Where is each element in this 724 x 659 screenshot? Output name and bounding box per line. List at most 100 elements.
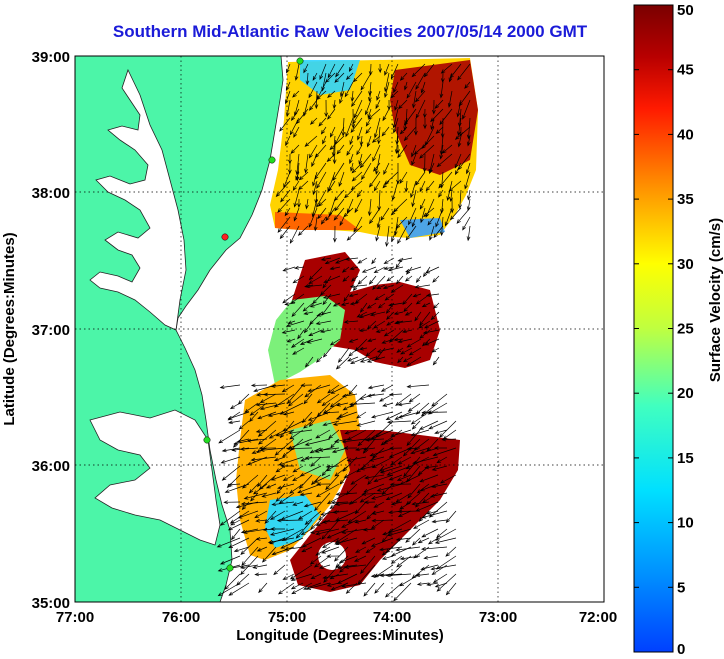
velocity-arrow <box>365 347 377 357</box>
velocity-arrow <box>415 171 426 186</box>
velocity-arrow <box>376 347 395 353</box>
velocity-arrow <box>444 207 453 227</box>
velocity-arrow <box>303 311 314 315</box>
velocity-arrow <box>421 528 439 538</box>
velocity-arrow <box>320 510 340 516</box>
velocity-arrow <box>221 447 241 453</box>
velocity-arrow <box>325 474 340 491</box>
velocity-arrow <box>349 402 376 407</box>
velocity-arrow <box>421 510 448 519</box>
velocity-arrow <box>462 99 471 120</box>
velocity-arrow <box>359 356 377 363</box>
velocity-arrow <box>407 483 421 499</box>
velocity-arrow <box>250 492 259 502</box>
velocity-arrow <box>385 573 412 578</box>
velocity-arrow <box>301 546 313 553</box>
velocity-arrow <box>413 117 418 136</box>
velocity-arrow <box>422 329 440 335</box>
velocity-arrow <box>373 180 381 192</box>
velocity-arrow <box>324 99 329 118</box>
velocity-arrow <box>301 411 313 424</box>
velocity-arrow <box>292 180 300 191</box>
velocity-arrow <box>430 564 457 571</box>
velocity-arrow <box>454 126 471 140</box>
velocity-arrow <box>439 144 444 160</box>
velocity-arrow <box>306 582 331 590</box>
pamlico-sound <box>89 409 221 546</box>
velocity-arrow <box>366 356 386 363</box>
velocity-arrow <box>325 207 336 222</box>
velocity-arrow <box>417 537 430 544</box>
velocity-arrow <box>315 546 331 556</box>
velocity-arrow <box>420 546 448 551</box>
velocity-arrow <box>398 99 408 110</box>
velocity-arrow <box>273 564 286 576</box>
velocity-arrow <box>317 207 327 220</box>
x-axis: 77:00 76:00 75:00 74:00 73:00 72:00 Long… <box>56 609 617 644</box>
velocity-arrow <box>393 337 404 342</box>
velocity-arrow <box>315 320 332 325</box>
velocity-arrow <box>309 447 322 454</box>
velocity-arrow <box>281 329 296 334</box>
velocity-arrow <box>219 555 241 565</box>
velocity-arrow <box>321 546 340 554</box>
radar-site-marker <box>296 57 304 65</box>
velocity-arrow <box>267 537 295 544</box>
velocity-arrow <box>329 501 340 510</box>
velocity-arrow <box>281 528 304 542</box>
velocity-arrow <box>405 528 421 543</box>
velocity-arrow <box>400 347 413 355</box>
velocity-arrow <box>384 293 395 301</box>
velocity-arrow <box>382 180 390 189</box>
velocity-arrow <box>255 536 268 541</box>
velocity-arrow <box>348 384 358 396</box>
velocity-arrow <box>414 284 431 289</box>
velocity-arrow <box>403 108 417 126</box>
velocity-arrow <box>439 420 457 438</box>
velocity-arrow <box>408 347 422 356</box>
velocity-arrow <box>358 393 376 400</box>
velocity-arrow <box>293 189 300 208</box>
velocity-arrow <box>406 356 422 366</box>
velocity-arrow <box>335 411 358 420</box>
velocity-arrow <box>314 492 331 512</box>
velocity-arrow <box>337 347 350 363</box>
velocity-arrow <box>298 474 313 490</box>
colorbar-tick-label: 35 <box>677 191 694 208</box>
velocity-arrow <box>309 117 318 125</box>
velocity-arrow <box>371 492 394 500</box>
velocity-arrow <box>405 456 430 470</box>
velocity-arrow <box>438 189 444 198</box>
velocity-arrow <box>291 582 313 595</box>
velocity-arrow <box>353 555 367 562</box>
velocity-arrow <box>343 207 354 218</box>
velocity-arrow <box>399 72 408 81</box>
velocity-arrow <box>421 135 435 149</box>
colorbar-tick-label: 50 <box>677 2 694 19</box>
velocity-arrow <box>423 63 435 78</box>
velocity-arrow <box>313 555 331 568</box>
velocity-arrow <box>422 108 427 119</box>
x-tick-label: 73:00 <box>479 609 517 626</box>
velocity-arrow <box>309 311 323 325</box>
velocity-arrow <box>220 456 241 464</box>
velocity-arrow <box>343 320 359 324</box>
velocity-arrow <box>383 266 395 271</box>
velocity-arrow <box>344 189 354 199</box>
velocity-arrow <box>335 356 350 370</box>
velocity-arrow <box>270 527 285 531</box>
velocity-arrow <box>370 537 394 547</box>
y-tick-label: 38:00 <box>32 185 70 202</box>
velocity-arrow <box>236 438 250 443</box>
velocity-arrow <box>454 153 462 169</box>
velocity-arrow <box>373 266 386 274</box>
velocity-arrow <box>346 429 367 441</box>
velocity-arrow <box>240 555 259 576</box>
velocity-arrow <box>415 492 430 508</box>
velocity-arrow <box>259 402 286 411</box>
velocity-arrow <box>435 207 444 228</box>
x-tick-label: 76:00 <box>162 609 200 626</box>
velocity-arrow <box>315 528 340 536</box>
velocity-arrow <box>327 90 336 98</box>
velocity-arrow <box>396 474 412 481</box>
